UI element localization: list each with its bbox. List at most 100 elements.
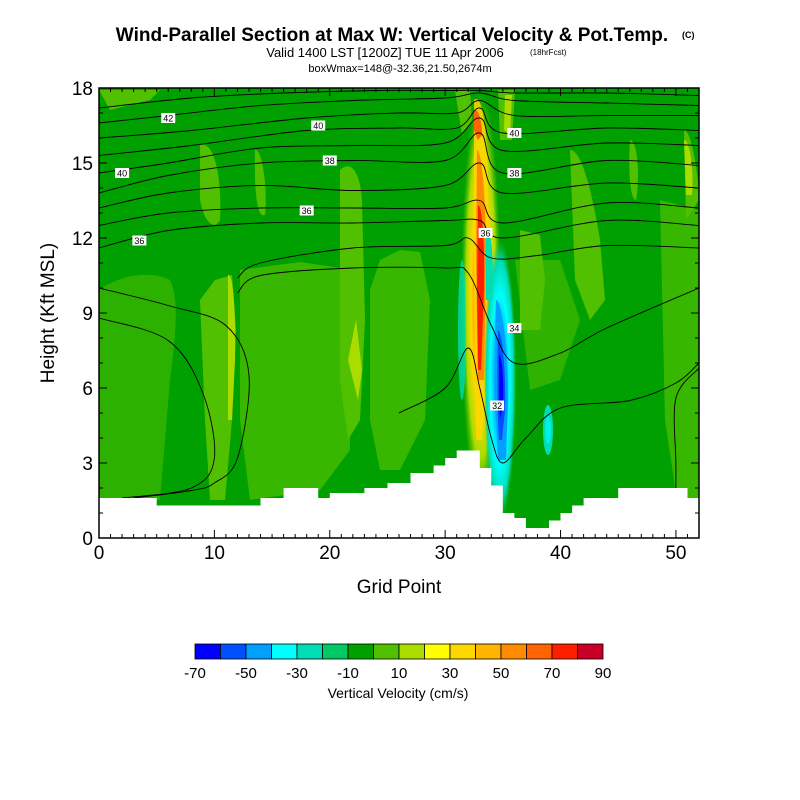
contour-label-text: 36 — [134, 236, 144, 246]
contour-label-box — [507, 168, 522, 178]
contour-label-box — [115, 168, 130, 178]
contour-label-text: 36 — [481, 229, 491, 239]
colorbar-swatch — [245, 643, 272, 660]
contour-label-box — [478, 228, 493, 238]
theta-contours — [99, 89, 699, 499]
colorbar-swatch — [577, 643, 604, 660]
contour-label-text: 40 — [509, 129, 519, 139]
colorbar-swatch — [322, 643, 349, 660]
y-tick-label: 9 — [82, 304, 93, 325]
theta-contour-40-3 — [99, 107, 699, 156]
yellow-green-regions — [228, 95, 693, 420]
colorbar-swatch — [296, 643, 323, 660]
light-green-regions — [99, 90, 699, 520]
x-tick-label: 50 — [665, 543, 686, 564]
colorbar-swatch — [398, 643, 425, 660]
contour-label-box — [299, 205, 314, 216]
contour-label-32: 32 — [490, 400, 505, 411]
colorbar-swatch — [220, 643, 247, 660]
y-tick-label: 12 — [72, 229, 93, 250]
theta-contour-32-14 — [673, 367, 699, 488]
contour-label-36: 36 — [478, 228, 493, 239]
y-tick-label: 3 — [82, 454, 93, 475]
y-tick-label: 6 — [82, 379, 93, 400]
x-tick-label: 0 — [94, 543, 105, 564]
theta-contour-34-12 — [99, 317, 216, 499]
colorbar-tick-label: 70 — [544, 665, 561, 682]
x-tick-label: 30 — [435, 543, 456, 564]
contour-label-text: 40 — [117, 169, 127, 179]
chart-subtitle: Valid 1400 LST [1200Z] TUE 11 Apr 2006 — [266, 45, 504, 60]
colorbar-tick-label: -50 — [235, 665, 257, 682]
theta-contour-34-10 — [99, 287, 250, 499]
x-tick-label: 10 — [204, 543, 225, 564]
theta-contour-36-7 — [99, 199, 699, 226]
contour-label-40: 40 — [115, 168, 130, 179]
theta-contour-36-9 — [237, 237, 699, 279]
contour-label-box — [507, 128, 522, 138]
box-info: boxWmax=148@-32.36,21.50,2674m — [308, 63, 491, 75]
contour-label-38: 38 — [507, 168, 522, 179]
copyright-mark: (C) — [682, 30, 695, 40]
colorbar-tick-label: 90 — [595, 665, 612, 682]
y-tick-label: 0 — [82, 529, 93, 550]
contour-label-box — [507, 323, 522, 333]
terrain-mask — [99, 450, 699, 538]
theta-contour-38-5 — [99, 132, 699, 194]
colorbar-tick-label: 50 — [493, 665, 510, 682]
contour-label-36: 36 — [299, 205, 314, 216]
forecast-hour: (18hrFcst) — [530, 48, 567, 57]
contour-label-text: 32 — [492, 401, 502, 411]
colorbar-swatch — [551, 643, 578, 660]
contour-label-38: 38 — [322, 155, 337, 166]
colorbar-tick-label: 30 — [442, 665, 459, 682]
contour-label-text: 36 — [302, 206, 312, 216]
contour-label-box — [311, 120, 326, 131]
colorbar-swatch — [271, 643, 298, 660]
colorbar-label: Vertical Velocity (cm/s) — [328, 685, 469, 701]
colorbar-swatch — [449, 643, 476, 660]
colorbar-swatch — [194, 643, 221, 660]
contour-label-text: 38 — [325, 156, 335, 166]
contour-label-34: 34 — [507, 323, 522, 334]
colorbar-swatch — [424, 643, 451, 660]
contour-label-text: 40 — [313, 121, 323, 131]
colorbar-swatch — [500, 643, 527, 660]
theta-contour-34-11 — [237, 266, 699, 365]
contour-label-42: 42 — [161, 113, 176, 124]
contour-label-box — [322, 155, 337, 166]
y-tick-label: 15 — [72, 154, 93, 175]
chart-title: Wind-Parallel Section at Max W: Vertical… — [116, 25, 668, 46]
colorbar-swatch — [526, 643, 553, 660]
contour-label-40: 40 — [507, 128, 522, 139]
theta-contour-38-4 — [99, 117, 699, 174]
x-tick-label: 40 — [550, 543, 571, 564]
x-axis-ticks: 0 10 20 30 40 50 — [94, 88, 700, 564]
colorbar-tick-label: -70 — [184, 665, 206, 682]
theta-contour-36-6 — [99, 162, 699, 209]
x-axis-label: Grid Point — [357, 577, 442, 598]
colorbar-swatch — [347, 643, 374, 660]
colorbar: -70 -50 -30 -10 10 30 50 70 90 — [184, 643, 612, 682]
theta-contour-42-0 — [99, 89, 699, 109]
colorbar-swatch — [475, 643, 502, 660]
downdraft-core — [458, 230, 553, 520]
theta-contour-36-8 — [99, 218, 699, 249]
colorbar-swatch — [373, 643, 400, 660]
contour-label-40: 40 — [311, 120, 326, 131]
theta-contour-32-13 — [398, 347, 699, 464]
x-tick-label: 20 — [319, 543, 340, 564]
contour-label-box — [132, 235, 147, 246]
theta-contour-40-2 — [99, 100, 699, 139]
contour-label-text: 38 — [509, 169, 519, 179]
y-axis-label: Height (Kft MSL) — [38, 243, 59, 383]
contour-label-box — [490, 400, 505, 411]
contour-labels: 42 40 40 38 36 36 40 38 36 34 32 — [115, 113, 522, 411]
plot-area: 42 40 40 38 36 36 40 38 36 34 32 — [99, 88, 699, 538]
theta-contour-42-1 — [99, 92, 699, 124]
contour-label-box — [161, 113, 176, 123]
contour-label-text: 34 — [509, 324, 519, 334]
colorbar-tick-label: -10 — [337, 665, 359, 682]
